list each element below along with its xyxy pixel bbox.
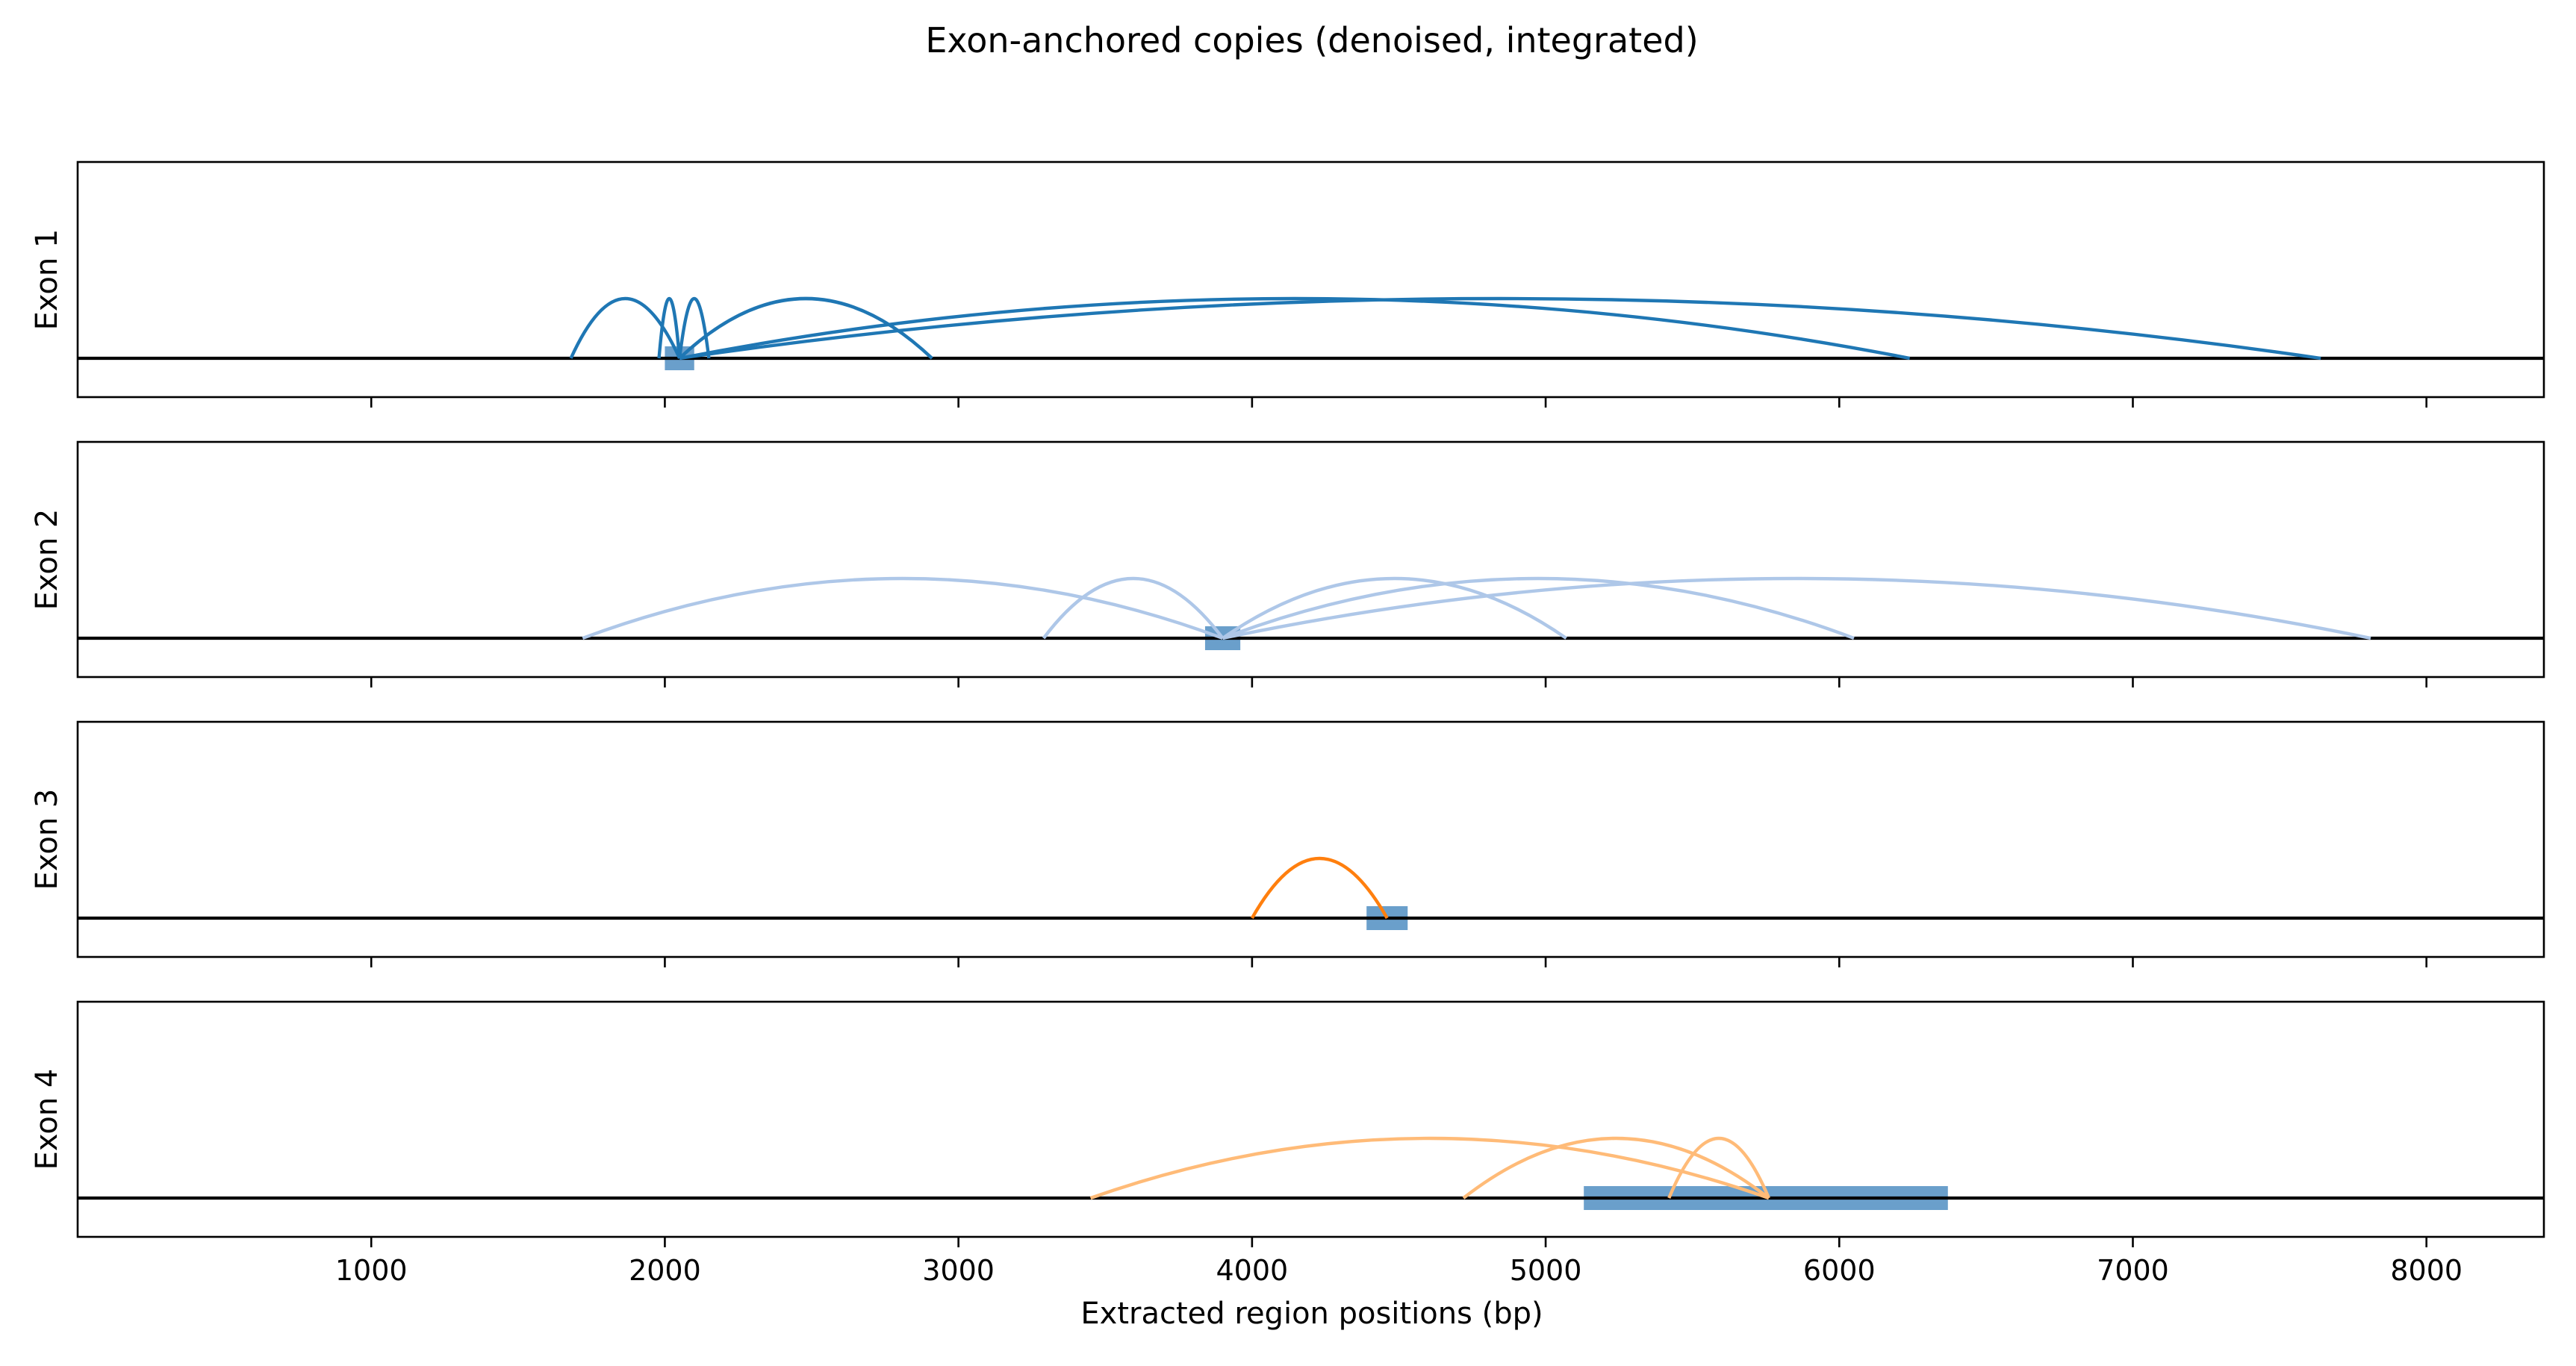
panel-frame	[76, 720, 2545, 958]
copy-arc	[677, 296, 711, 359]
copy-arc	[657, 297, 682, 359]
panel-frame	[76, 1000, 2545, 1238]
x-tick-label: 3000	[922, 1254, 995, 1287]
y-axis-label: Exon 3	[30, 789, 64, 891]
copy-arc	[1222, 576, 1567, 640]
y-axis-label: Exon 2	[30, 509, 64, 611]
copy-arc	[1250, 856, 1389, 920]
panel-exon-1: Exon 1	[30, 160, 2545, 408]
x-tick-label: 7000	[2097, 1254, 2169, 1287]
copy-arc	[679, 296, 1911, 361]
copy-arc	[1462, 1136, 1770, 1200]
x-tick-label: 4000	[1216, 1254, 1288, 1287]
panel-exon-3: Exon 3	[30, 720, 2545, 967]
x-tick-label: 8000	[2390, 1254, 2463, 1287]
copy-arc	[678, 296, 933, 360]
panel-frame	[76, 440, 2545, 679]
copy-arc	[679, 296, 2321, 361]
copy-arc	[1667, 1137, 1770, 1199]
copy-arc	[1222, 576, 1855, 640]
chart-title: Exon-anchored copies (denoised, integrat…	[925, 20, 1698, 60]
x-tick-label: 2000	[629, 1254, 701, 1287]
x-tick-label: 6000	[1803, 1254, 1876, 1287]
copy-arc	[1222, 576, 2371, 640]
y-axis-label: Exon 1	[30, 229, 64, 331]
x-tick-label: 5000	[1510, 1254, 1582, 1287]
panel-frame	[76, 160, 2545, 399]
copy-arc	[1042, 577, 1225, 640]
panel-exon-2: Exon 2	[30, 440, 2545, 687]
panels: Exon 1 Exon 2 Exon 3 Exon 4 1000 2000 3000 4000…	[30, 160, 2545, 1287]
x-axis-label: Extracted region positions (bp)	[1080, 1297, 1543, 1331]
panel-exon-4: Exon 4 1000 2000 3000 4000 5000 6000 7000 8000	[30, 1000, 2545, 1287]
y-axis-label: Exon 4	[30, 1069, 64, 1170]
copy-arc	[1089, 1136, 1770, 1200]
copy-arc	[582, 576, 1224, 640]
copy-arc	[569, 297, 682, 359]
x-tick-label: 1000	[335, 1254, 408, 1287]
